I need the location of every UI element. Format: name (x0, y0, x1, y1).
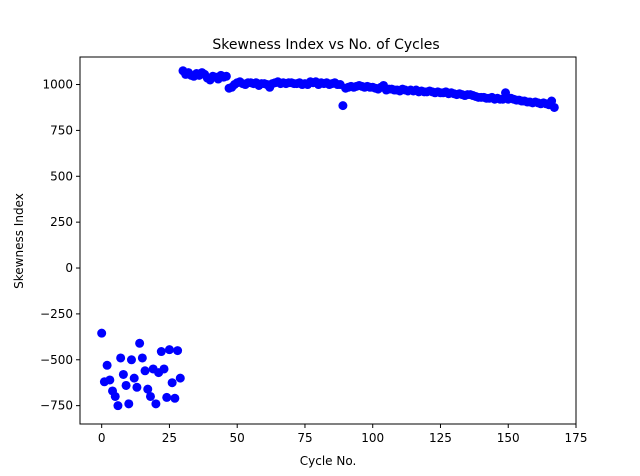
x-tick-label: 125 (429, 431, 452, 445)
x-axis-label: Cycle No. (300, 454, 357, 468)
y-tick-label: 1000 (42, 78, 73, 92)
data-point (143, 384, 153, 394)
plot-frame (79, 56, 577, 425)
axis-ticks: 0 25 50 75 100 125 150 175 −750 −500 −250 0 250 500 75… (40, 78, 587, 445)
y-tick-label: 500 (50, 169, 73, 183)
y-tick-label: 0 (65, 261, 73, 275)
data-point (124, 399, 134, 409)
y-tick-label: −500 (40, 353, 73, 367)
data-point (151, 399, 161, 409)
x-tick-label: 0 (98, 431, 106, 445)
data-point (164, 345, 174, 355)
y-tick-label: −750 (40, 399, 73, 413)
data-point (118, 369, 128, 379)
data-point (170, 393, 180, 403)
data-point (162, 392, 172, 402)
data-point (132, 382, 142, 392)
data-point (145, 391, 155, 401)
data-point (549, 102, 559, 112)
data-point (338, 101, 348, 111)
y-tick-label: −250 (40, 307, 73, 321)
data-point (167, 378, 177, 388)
y-tick-label: 250 (50, 215, 73, 229)
data-point (221, 71, 231, 81)
x-tick-label: 100 (361, 431, 384, 445)
x-tick-label: 50 (230, 431, 245, 445)
data-point (126, 355, 136, 365)
chart-title: Skewness Index vs No. of Cycles (212, 37, 439, 53)
data-point (159, 364, 169, 374)
x-tick-label: 150 (497, 431, 520, 445)
data-point (121, 380, 131, 390)
data-point (156, 347, 166, 357)
data-point (140, 366, 150, 376)
y-axis-label: Skewness Index (12, 193, 26, 289)
data-point (137, 353, 147, 363)
x-tick-label: 175 (565, 431, 588, 445)
data-point (116, 353, 126, 363)
data-point (102, 360, 112, 370)
data-point (129, 373, 139, 383)
x-tick-label: 25 (162, 431, 177, 445)
data-point (110, 391, 120, 401)
x-tick-label: 75 (297, 431, 312, 445)
data-point (173, 346, 183, 356)
data-points (97, 66, 559, 411)
data-point (113, 401, 123, 411)
data-point (105, 375, 115, 385)
data-point (135, 338, 145, 348)
data-point (97, 328, 107, 338)
y-tick-label: 750 (50, 123, 73, 137)
data-point (175, 373, 185, 383)
